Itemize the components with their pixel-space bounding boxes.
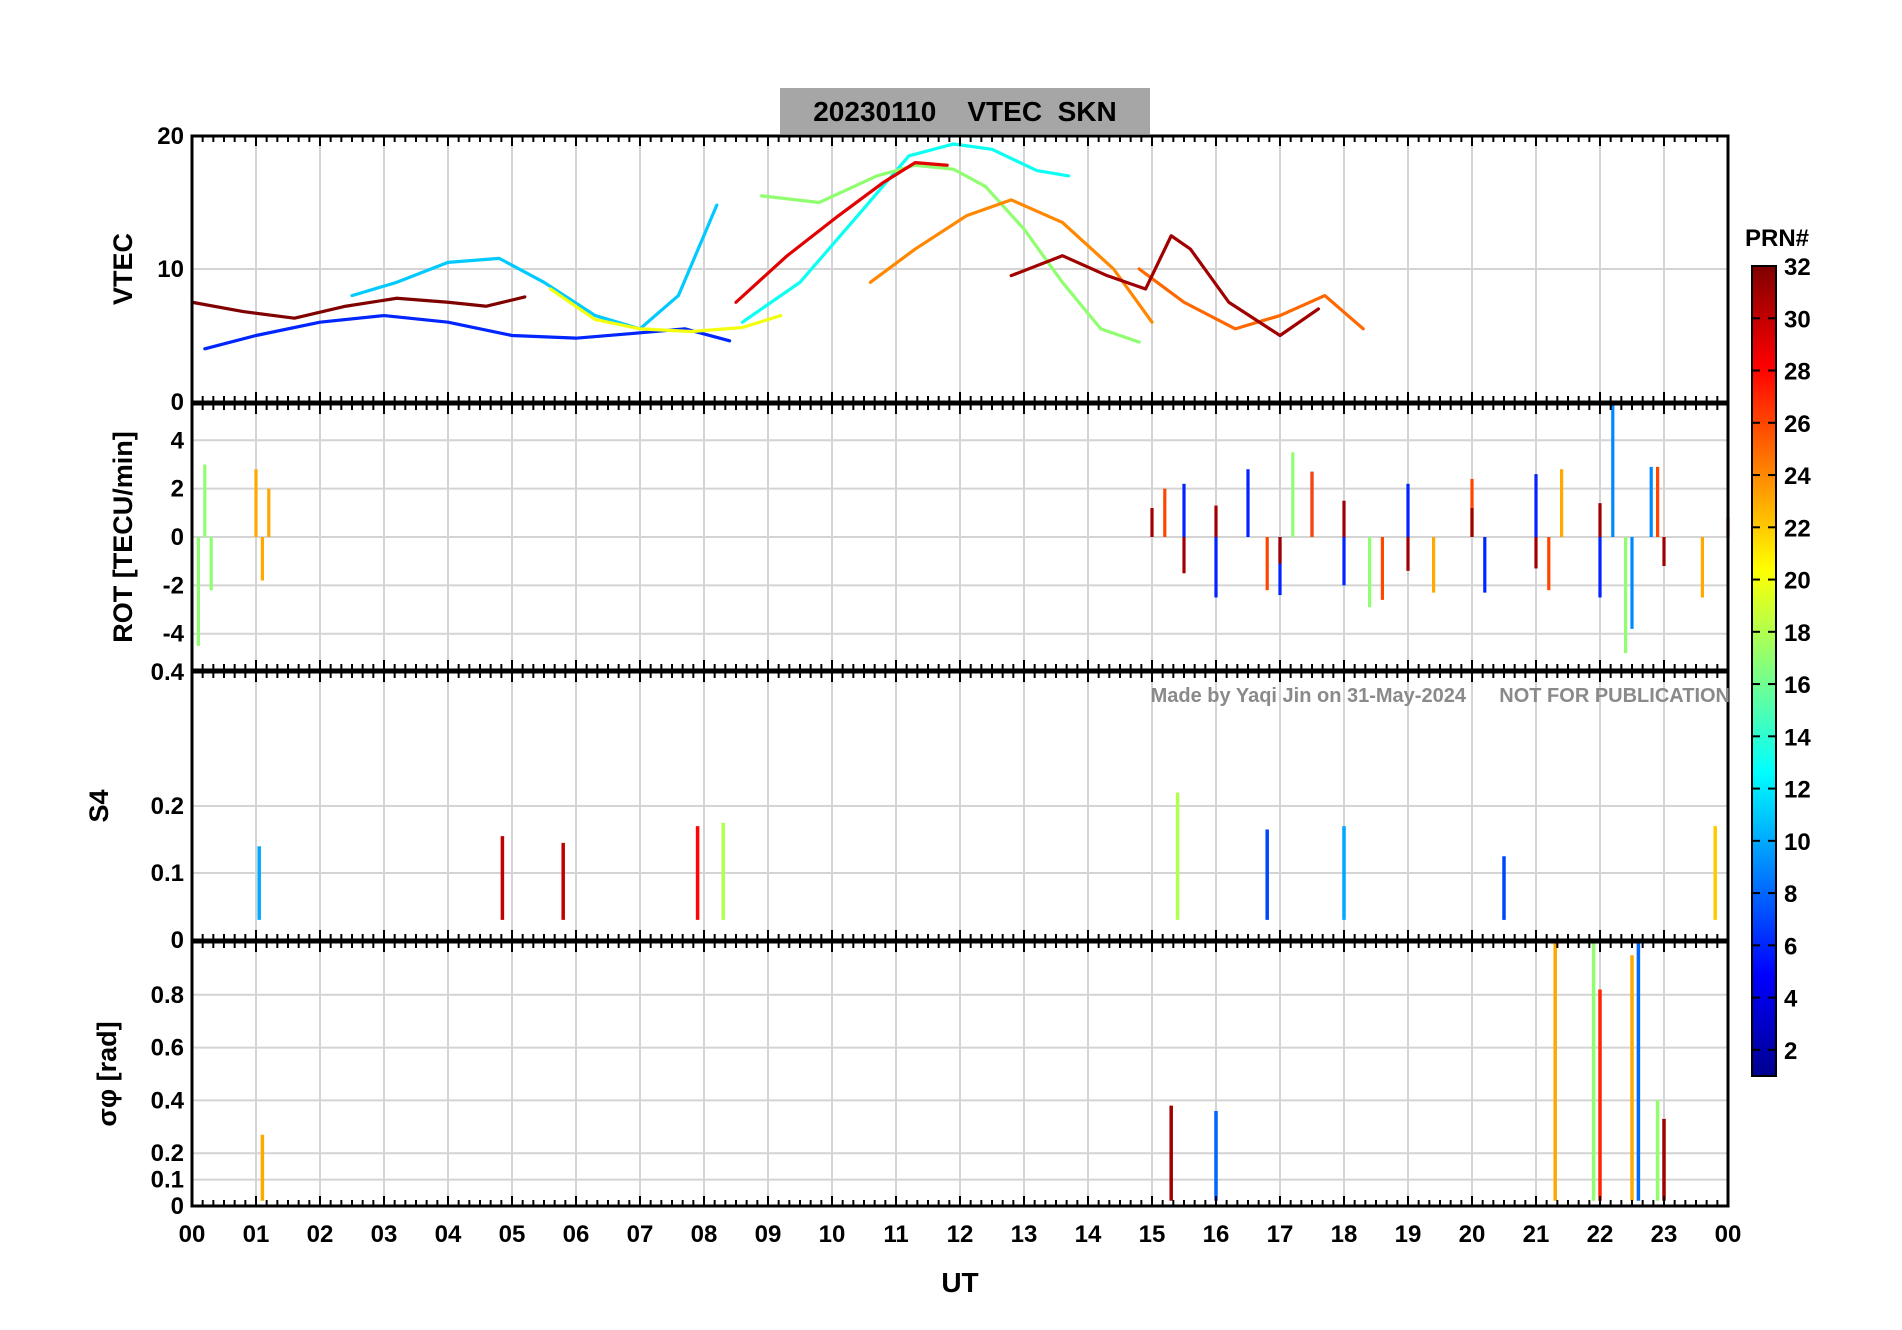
ylabel-s4: S4 bbox=[84, 789, 114, 822]
xtick-label-11: 11 bbox=[883, 1221, 908, 1248]
series-vtec-prn-29 bbox=[734, 161, 949, 304]
xtick-label-14: 14 bbox=[1075, 1221, 1102, 1248]
ytick-vtec-2: 20 bbox=[157, 123, 184, 150]
ytick-rot-1: -2 bbox=[163, 572, 184, 599]
series-vtec-prn-17 bbox=[759, 163, 1141, 344]
xtick-label-23: 23 bbox=[1651, 1221, 1678, 1248]
colorbar-tick-label-0: 2 bbox=[1784, 1038, 1797, 1065]
colorbar-tick-label-1: 4 bbox=[1784, 986, 1798, 1013]
xtick-label-15: 15 bbox=[1139, 1221, 1166, 1248]
xtick-label-7: 07 bbox=[627, 1221, 654, 1248]
series-vtec-prn-24 bbox=[868, 198, 1154, 324]
ytick-sigma_phi-2: 0.2 bbox=[151, 1140, 184, 1167]
ytick-rot-3: 2 bbox=[171, 476, 184, 503]
ytick-rot-0: -4 bbox=[163, 621, 185, 648]
series-vtec-prn-13 bbox=[740, 142, 1071, 324]
xtick-label-20: 20 bbox=[1459, 1221, 1486, 1248]
title-box bbox=[780, 88, 1150, 134]
colorbar-tick-label-13: 28 bbox=[1784, 359, 1811, 386]
ytick-vtec-0: 0 bbox=[171, 389, 184, 416]
xtick-label-8: 08 bbox=[691, 1221, 718, 1248]
colorbar-tick-label-14: 30 bbox=[1784, 306, 1811, 333]
colorbar-tick-label-15: 32 bbox=[1784, 254, 1811, 281]
xtick-label-13: 13 bbox=[1011, 1221, 1038, 1248]
ytick-sigma_phi-3: 0.4 bbox=[151, 1087, 185, 1114]
colorbar-tick-label-8: 18 bbox=[1784, 620, 1811, 647]
x-axis-label: UT bbox=[941, 1267, 978, 1298]
ylabel-rot: ROT [TECU/min] bbox=[108, 431, 138, 642]
series-vtec-prn-20 bbox=[548, 287, 783, 334]
xtick-label-9: 09 bbox=[755, 1221, 782, 1248]
watermark: Made by Yaqi Jin on 31-May-2024 NOT FOR … bbox=[1151, 685, 1730, 707]
ytick-sigma_phi-5: 0.8 bbox=[151, 982, 184, 1009]
colorbar bbox=[1751, 265, 1777, 1077]
xtick-label-1: 01 bbox=[243, 1221, 270, 1248]
colorbar-tick-label-4: 10 bbox=[1784, 829, 1811, 856]
colorbar-tick-label-2: 6 bbox=[1784, 933, 1797, 960]
xtick-label-6: 06 bbox=[563, 1221, 590, 1248]
colorbar-tick-label-12: 26 bbox=[1784, 411, 1811, 438]
xtick-label-2: 02 bbox=[307, 1221, 334, 1248]
xtick-label-12: 12 bbox=[947, 1221, 974, 1248]
ylabel-vtec: VTEC bbox=[108, 233, 138, 305]
colorbar-tick-label-5: 12 bbox=[1784, 777, 1811, 804]
xtick-label-3: 03 bbox=[371, 1221, 398, 1248]
ytick-sigma_phi-1: 0.1 bbox=[151, 1167, 184, 1194]
ytick-s4-2: 0.1 bbox=[151, 860, 184, 887]
xtick-label-5: 05 bbox=[499, 1221, 526, 1248]
colorbar-tick-label-11: 24 bbox=[1784, 463, 1811, 490]
colorbar-tick-label-3: 8 bbox=[1784, 881, 1797, 908]
colorbar-label: PRN# bbox=[1745, 225, 1809, 252]
colorbar-tick-label-7: 16 bbox=[1784, 672, 1811, 699]
colorbar-tick-label-10: 22 bbox=[1784, 515, 1811, 542]
xtick-label-4: 04 bbox=[435, 1221, 462, 1248]
ytick-s4-1: 0.2 bbox=[151, 793, 184, 820]
ytick-sigma_phi-0: 0 bbox=[171, 1193, 184, 1220]
series-vtec-prn-31 bbox=[1009, 234, 1321, 338]
series-vtec-prn-32 bbox=[190, 295, 527, 320]
xtick-label-21: 21 bbox=[1523, 1221, 1550, 1248]
xtick-label-17: 17 bbox=[1267, 1221, 1294, 1248]
ytick-s4-3: 0 bbox=[171, 927, 184, 954]
xtick-label-10: 10 bbox=[819, 1221, 846, 1248]
colorbar-tick-label-9: 20 bbox=[1784, 568, 1811, 595]
xtick-label-22: 22 bbox=[1587, 1221, 1614, 1248]
xtick-label-16: 16 bbox=[1203, 1221, 1230, 1248]
ylabel-sigma_phi: σφ [rad] bbox=[92, 1021, 122, 1126]
ytick-rot-2: 0 bbox=[171, 524, 184, 551]
xtick-label-0: 00 bbox=[179, 1221, 206, 1248]
series-vtec-prn-11 bbox=[350, 203, 719, 331]
ytick-rot-4: 4 bbox=[171, 427, 185, 454]
ytick-sigma_phi-4: 0.6 bbox=[151, 1035, 184, 1062]
ytick-vtec-1: 10 bbox=[157, 256, 184, 283]
xtick-label-18: 18 bbox=[1331, 1221, 1358, 1248]
colorbar-tick-label-6: 14 bbox=[1784, 724, 1811, 751]
ytick-s4-0: 0.4 bbox=[151, 659, 185, 686]
xtick-label-24: 00 bbox=[1715, 1221, 1742, 1248]
xtick-label-19: 19 bbox=[1395, 1221, 1422, 1248]
chart-title: 20230110 VTEC SKN bbox=[813, 96, 1117, 127]
